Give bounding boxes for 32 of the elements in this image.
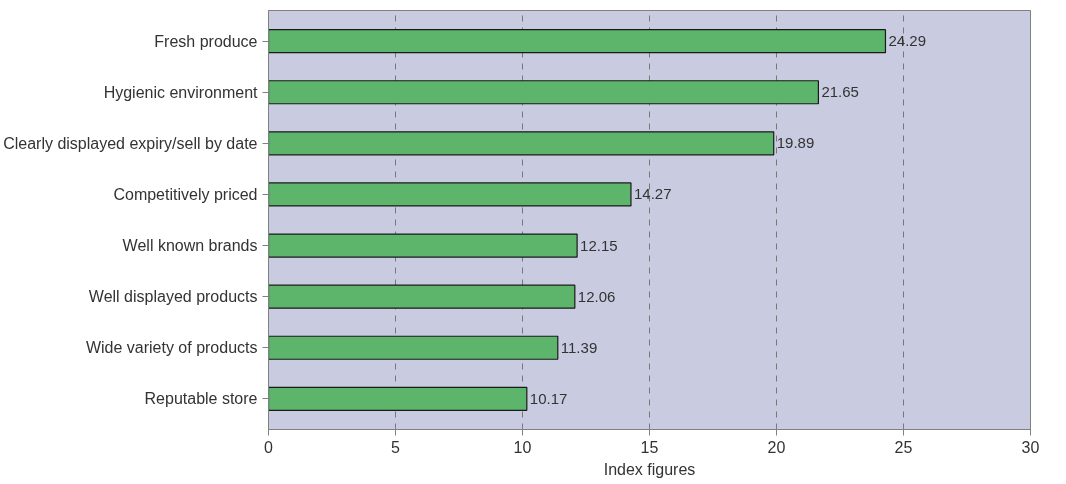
y-tick-label: Fresh produce	[154, 32, 258, 50]
x-tick-label: 5	[391, 438, 401, 456]
y-tick-label: Reputable store	[144, 390, 258, 408]
bar	[268, 80, 820, 105]
x-tick-label: 25	[894, 438, 913, 456]
x-axis-title: Index figures	[603, 460, 696, 478]
bar	[268, 29, 887, 54]
y-tick-label: Competitively priced	[113, 185, 258, 203]
data-label: 21.65	[821, 83, 859, 101]
x-tick-label: 10	[513, 438, 532, 456]
x-tick-label: 0	[264, 438, 274, 456]
data-label: 12.15	[580, 236, 618, 254]
y-tick-label: Well displayed products	[88, 288, 258, 306]
bar	[268, 386, 528, 411]
data-label: 14.27	[633, 185, 672, 203]
data-label: 12.06	[577, 287, 616, 305]
y-tick-label: Clearly displayed expiry/sell by date	[3, 134, 258, 152]
data-label: 11.39	[560, 338, 598, 356]
data-label: 24.29	[888, 32, 927, 50]
x-tick-label: 20	[767, 438, 786, 456]
data-label: 10.17	[529, 389, 568, 407]
bar	[268, 284, 576, 309]
y-tick-label: Hygienic environment	[103, 83, 259, 101]
bar	[268, 233, 578, 258]
x-tick-label: 30	[1021, 438, 1040, 456]
y-tick-label: Wide variety of products	[85, 339, 258, 357]
x-tick-label: 15	[640, 438, 659, 456]
bar	[268, 182, 632, 207]
bar	[268, 131, 775, 156]
data-label: 19.89	[776, 134, 815, 152]
bar	[268, 335, 559, 360]
y-tick-label: Well known brands	[122, 237, 258, 255]
